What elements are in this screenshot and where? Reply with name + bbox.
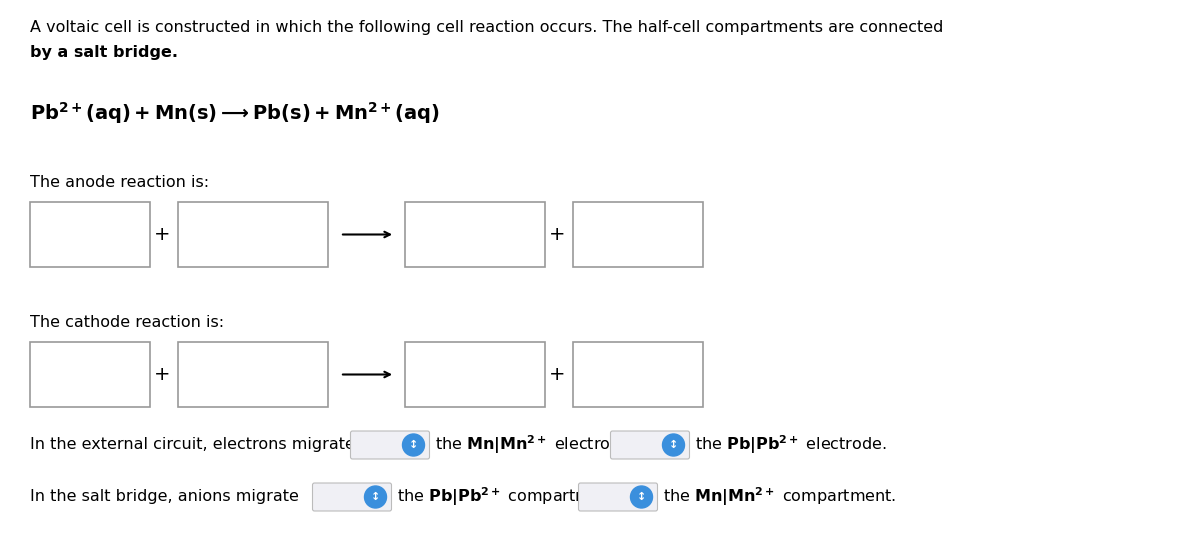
Text: the $\bf{Mn|Mn^{2+}}$ compartment.: the $\bf{Mn|Mn^{2+}}$ compartment. — [662, 486, 896, 508]
Bar — [406, 342, 545, 407]
Bar — [30, 202, 150, 267]
Text: +: + — [154, 225, 170, 244]
FancyBboxPatch shape — [312, 483, 391, 511]
Bar — [178, 202, 328, 267]
Text: +: + — [548, 225, 565, 244]
Bar — [574, 342, 703, 407]
Text: +: + — [154, 365, 170, 384]
Circle shape — [365, 486, 386, 508]
Circle shape — [402, 434, 425, 456]
Text: ↕: ↕ — [637, 492, 646, 502]
Text: The cathode reaction is:: The cathode reaction is: — [30, 315, 224, 330]
Bar — [406, 202, 545, 267]
Text: the $\bf{Pb|Pb^{2+}}$ electrode.: the $\bf{Pb|Pb^{2+}}$ electrode. — [695, 434, 887, 456]
Bar — [30, 342, 150, 407]
Text: The anode reaction is:: The anode reaction is: — [30, 175, 209, 190]
Text: ↕: ↕ — [668, 440, 678, 450]
Text: ↕: ↕ — [409, 440, 418, 450]
Text: the $\bf{Pb|Pb^{2+}}$ compartment: the $\bf{Pb|Pb^{2+}}$ compartment — [397, 486, 618, 508]
FancyBboxPatch shape — [578, 483, 658, 511]
Text: ↕: ↕ — [371, 492, 380, 502]
Text: by a salt bridge.: by a salt bridge. — [30, 45, 178, 60]
FancyBboxPatch shape — [350, 431, 430, 459]
Bar — [178, 342, 328, 407]
Circle shape — [662, 434, 684, 456]
FancyBboxPatch shape — [611, 431, 690, 459]
Text: In the salt bridge, anions migrate: In the salt bridge, anions migrate — [30, 490, 299, 505]
Text: In the external circuit, electrons migrate: In the external circuit, electrons migra… — [30, 437, 355, 452]
Text: $\bf{Pb^{2+}(aq) + Mn(s) \longrightarrow Pb(s) + Mn^{2+}(aq)}$: $\bf{Pb^{2+}(aq) + Mn(s) \longrightarrow… — [30, 100, 439, 126]
Circle shape — [630, 486, 653, 508]
Text: A voltaic cell is constructed in which the following cell reaction occurs. The h: A voltaic cell is constructed in which t… — [30, 20, 943, 35]
Text: +: + — [548, 365, 565, 384]
Bar — [574, 202, 703, 267]
Text: the $\bf{Mn|Mn^{2+}}$ electrode: the $\bf{Mn|Mn^{2+}}$ electrode — [436, 434, 631, 456]
